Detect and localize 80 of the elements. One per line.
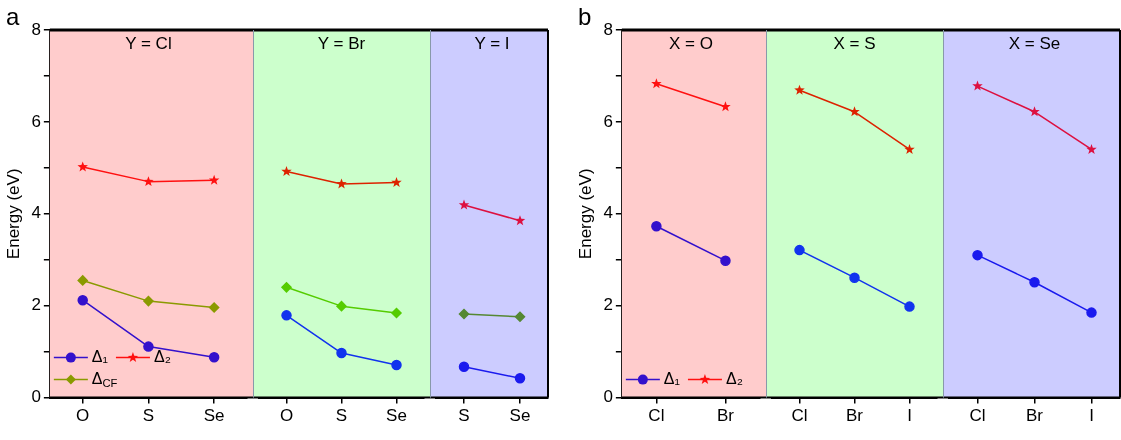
point (458, 199, 470, 210)
y-tick-label: 4 (31, 203, 41, 223)
point (281, 310, 292, 321)
x-tick-label: Cl (969, 406, 986, 426)
y-tick-label: 8 (603, 19, 613, 39)
point (1029, 277, 1040, 288)
point (281, 282, 292, 293)
point (794, 84, 805, 95)
x-tick-label: Br (716, 406, 735, 426)
point (143, 341, 154, 352)
y-tick-label: 2 (603, 295, 613, 315)
x-tick-label: S (458, 406, 470, 426)
x-tick-label: S (335, 406, 348, 426)
y-tick-label: 0 (31, 387, 41, 407)
point (514, 311, 526, 322)
y-axis-title: Energy (eV) (575, 168, 595, 260)
band-label: X = O (668, 34, 713, 54)
point (904, 301, 915, 312)
point (972, 249, 983, 261)
band-label: X = Se (1008, 34, 1061, 54)
point (720, 255, 731, 266)
point (336, 347, 347, 359)
legend-label: Δ₂ (725, 370, 743, 388)
y-tick-label: 2 (31, 295, 41, 315)
point (904, 143, 915, 154)
point (391, 177, 402, 187)
x-tick-label: Se (203, 406, 225, 426)
x-tick-label: I (1089, 406, 1094, 426)
y-axis-title: Energy (eV) (3, 168, 23, 260)
x-tick-label: S (142, 406, 155, 426)
x-tick-label: Se (509, 406, 531, 426)
chart-title: a (6, 2, 20, 30)
legend-label: Δ₂ (153, 348, 171, 366)
band-label: Y = Br (317, 34, 366, 54)
point (458, 361, 470, 373)
point (849, 272, 860, 283)
point (336, 178, 347, 189)
point (77, 161, 88, 172)
band-label: Y = I (474, 34, 510, 54)
point (972, 80, 983, 91)
point (651, 78, 662, 89)
point (514, 215, 526, 226)
x-tick-label: Cl (648, 406, 665, 426)
point (514, 373, 526, 384)
point (1029, 106, 1040, 117)
y-tick-label: 0 (603, 387, 613, 407)
x-tick-label: Se (386, 406, 407, 426)
point (208, 174, 220, 185)
point (336, 300, 347, 312)
band-label: Y = Cl (125, 34, 172, 54)
point (77, 275, 88, 286)
legend-label: Δ₁ (91, 348, 108, 366)
x-tick-label: Cl (791, 406, 808, 426)
band-label: X = S (833, 34, 876, 54)
point (794, 244, 805, 256)
y-tick-label: 6 (603, 111, 613, 131)
point (720, 101, 731, 112)
point (143, 295, 154, 307)
chart-title: b (578, 2, 592, 30)
point (849, 106, 860, 117)
point (1086, 307, 1097, 318)
y-tick-label: 4 (603, 203, 613, 223)
point (1086, 143, 1097, 154)
x-tick-label: Br (846, 406, 864, 426)
point (208, 351, 220, 363)
point (651, 220, 662, 232)
x-tick-label: I (907, 406, 912, 426)
point (391, 307, 402, 319)
y-tick-label: 8 (31, 19, 41, 39)
x-tick-label: O (76, 406, 90, 426)
point (143, 176, 154, 187)
point (281, 166, 292, 176)
point (77, 294, 88, 306)
legend-label: Δ₁ (663, 370, 680, 388)
point (208, 302, 220, 313)
x-tick-label: O (279, 406, 294, 426)
x-tick-label: Br (1026, 406, 1044, 426)
point (391, 359, 402, 371)
point (458, 308, 470, 320)
y-tick-label: 6 (31, 111, 41, 131)
